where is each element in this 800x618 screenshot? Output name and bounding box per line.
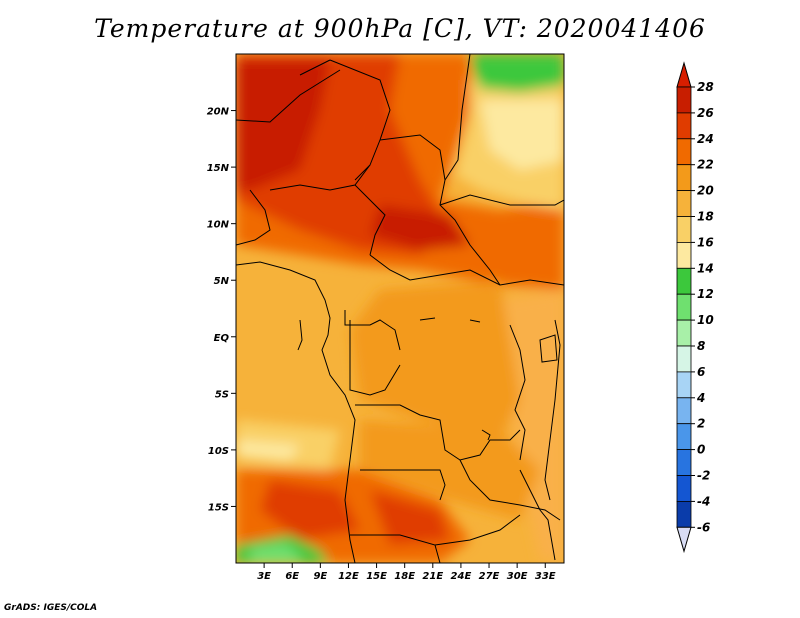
colorbar-label: 8 xyxy=(697,339,705,353)
map-frame xyxy=(235,53,565,564)
lon-tick-label: 12E xyxy=(338,571,359,582)
colorbar-swatch xyxy=(676,216,692,243)
lat-tick-label: 20N xyxy=(207,107,230,118)
lon-tick-label: 6E xyxy=(285,571,299,582)
colorbar-swatch xyxy=(676,112,692,140)
colorbar-label: 14 xyxy=(697,261,714,275)
grads-credit: GrADS: IGES/COLA xyxy=(4,603,98,613)
colorbar-label: 0 xyxy=(697,443,705,457)
colorbar-label: 26 xyxy=(697,106,714,120)
lon-tick-label: 27E xyxy=(479,571,500,582)
colorbar-bottom-arrow xyxy=(676,526,692,554)
colorbar-swatch xyxy=(676,423,692,451)
colorbar-top-arrow xyxy=(676,61,692,88)
colorbar-label: 28 xyxy=(697,80,714,94)
colorbar-label: 24 xyxy=(697,132,714,146)
lat-tick-label: EQ xyxy=(214,333,230,344)
map-title: Temperature at 900hPa [C], VT: 202004140… xyxy=(94,14,706,43)
colorbar-label: 12 xyxy=(697,287,714,301)
colorbar-label: -2 xyxy=(697,469,710,483)
lon-tick-label: 3E xyxy=(257,571,271,582)
colorbar-label: 16 xyxy=(697,235,714,249)
colorbar-swatch xyxy=(676,397,692,425)
country-borders xyxy=(236,54,564,563)
colorbar-swatch xyxy=(676,164,692,191)
temperature-field xyxy=(236,54,564,563)
colorbar-label: 18 xyxy=(697,210,714,224)
colorbar-swatch xyxy=(676,449,692,476)
lon-tick-label: 15E xyxy=(366,571,387,582)
colorbar-swatch xyxy=(676,267,692,295)
colorbar-swatch xyxy=(676,500,692,528)
colorbar-swatch xyxy=(676,475,692,502)
colorbar-swatch xyxy=(676,345,692,373)
lat-tick-label: 15N xyxy=(207,163,230,174)
lon-tick-label: 24E xyxy=(451,571,472,582)
colorbar-swatch xyxy=(676,319,692,347)
lon-tick-label: 18E xyxy=(394,571,415,582)
lat-tick-label: 10S xyxy=(208,446,229,457)
lat-tick-label: 5N xyxy=(214,276,230,287)
lon-tick-label: 33E xyxy=(535,571,556,582)
colorbar-label: 2 xyxy=(697,417,705,431)
colorbar-swatch xyxy=(676,293,692,321)
colorbar-label: 20 xyxy=(697,184,714,198)
lon-tick-label: 21E xyxy=(422,571,443,582)
colorbar-swatch xyxy=(676,241,692,269)
colorbar-swatch xyxy=(676,190,692,217)
colorbar-label: 4 xyxy=(696,391,705,405)
colorbar-label: 10 xyxy=(697,313,714,327)
colorbar-swatch xyxy=(676,371,692,399)
lat-tick-label: 15S xyxy=(208,502,229,513)
colorbar-label: -6 xyxy=(697,520,710,534)
lat-tick-label: 5S xyxy=(215,389,229,400)
colorbar-swatch xyxy=(676,86,692,114)
colorbar-label: 22 xyxy=(697,158,714,172)
colorbar-label: -4 xyxy=(697,494,710,508)
lat-tick-label: 10N xyxy=(207,220,230,231)
colorbar-label: 6 xyxy=(697,365,705,379)
lon-tick-label: 9E xyxy=(313,571,327,582)
axis-ticks: 20N 15N 10N 5N EQ 5S 10S 15S 3E 6E 9E 12E 15E 18E 21E 2… xyxy=(207,107,556,582)
colorbar-swatch xyxy=(676,138,692,166)
lon-tick-label: 30E xyxy=(507,571,528,582)
